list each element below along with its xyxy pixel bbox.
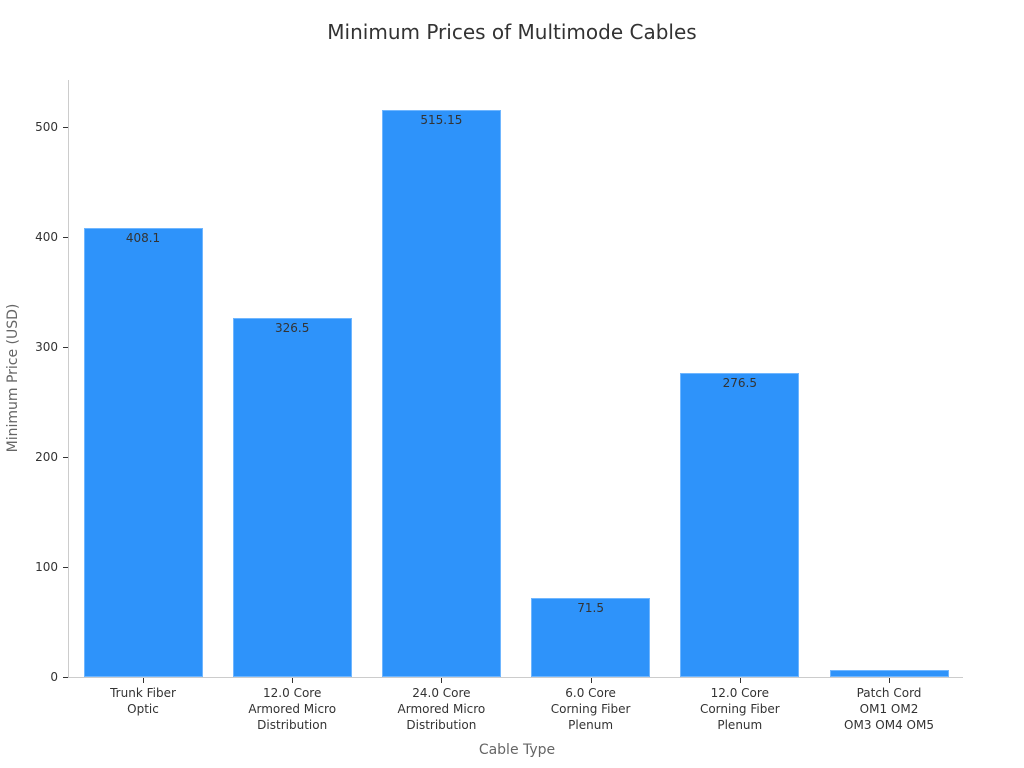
y-tick-label: 200	[35, 450, 58, 464]
x-axis-label: Cable Type	[478, 742, 556, 758]
y-tick-mark	[63, 347, 68, 348]
y-tick: 300	[0, 340, 68, 361]
y-tick-mark	[63, 567, 68, 568]
x-tick-mark	[143, 678, 144, 683]
bar	[531, 598, 651, 677]
y-tick-mark	[63, 237, 68, 238]
bar-value-label: 326.5	[275, 320, 310, 335]
y-tick: 200	[0, 450, 68, 471]
x-tick-mark	[889, 678, 890, 683]
y-tick-label: 400	[35, 230, 58, 244]
bar	[829, 669, 949, 677]
y-tick-label: 100	[35, 560, 58, 574]
x-tick-label: 12.0 Core Armored Micro Distribution	[248, 686, 337, 732]
x-tick-label: 6.0 Core Corning Fiber Plenum	[550, 686, 631, 732]
bar	[680, 372, 800, 677]
bar-value-label: 276.5	[722, 375, 757, 390]
y-tick: 0	[0, 670, 68, 691]
y-tick-mark	[63, 677, 68, 678]
x-tick-label: 24.0 Core Armored Micro Distribution	[397, 686, 486, 732]
y-tick: 500	[0, 120, 68, 141]
x-tick-label: Patch Cord OM1 OM2 OM3 OM4 OM5	[844, 686, 934, 732]
y-tick-mark	[63, 457, 68, 458]
x-tick-mark	[590, 678, 592, 683]
x-tick-mark	[739, 678, 741, 683]
x-tick-label: 12.0 Core Corning Fiber Plenum	[699, 686, 780, 732]
bar-value-label: 515.15	[420, 113, 463, 128]
y-axis-label: Minimum Price (USD)	[5, 303, 21, 453]
bar	[232, 317, 352, 677]
x-tick-mark	[292, 678, 294, 683]
x-axis-line	[68, 677, 963, 678]
x-tick-label: Trunk Fiber Optic	[110, 686, 176, 716]
y-tick: 400	[0, 230, 68, 251]
chart-title: Minimum Prices of Multimode Cables	[327, 20, 697, 44]
y-tick-label: 300	[35, 340, 58, 354]
x-tick-mark	[441, 678, 443, 683]
y-axis-line	[68, 80, 69, 677]
y-tick-mark	[63, 127, 68, 128]
bar	[381, 110, 501, 677]
bar	[83, 228, 203, 677]
y-tick-label: 500	[35, 120, 58, 134]
bar-value-label: 408.1	[125, 231, 161, 246]
bar-value-label: 71.5	[577, 601, 604, 616]
y-tick-label: 0	[50, 670, 58, 684]
y-tick: 100	[0, 560, 68, 581]
